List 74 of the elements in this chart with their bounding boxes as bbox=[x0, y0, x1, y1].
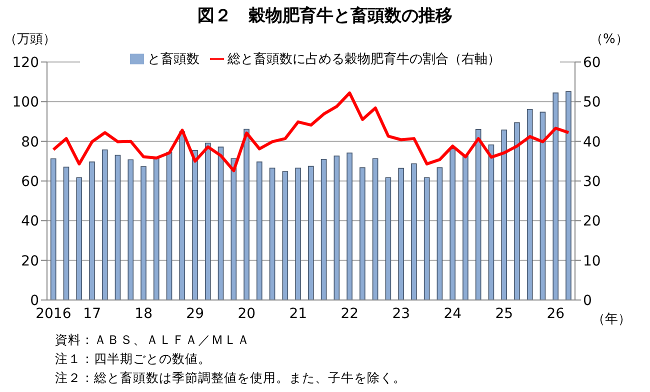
y2-tick-label: 50 bbox=[583, 94, 601, 111]
bar bbox=[552, 92, 559, 300]
legend-label: 総と畜頭数に占める穀物肥育牛の割合（右軸） bbox=[228, 52, 500, 67]
bar bbox=[218, 146, 224, 300]
bar bbox=[89, 162, 95, 300]
x-tick-label: 21 bbox=[289, 306, 308, 322]
bar bbox=[411, 163, 417, 300]
y2-tick-label: 60 bbox=[583, 54, 601, 71]
bar bbox=[63, 166, 70, 300]
bar bbox=[424, 177, 430, 300]
y-tick-label: 60 bbox=[21, 174, 39, 190]
bar bbox=[244, 128, 250, 300]
bar bbox=[540, 112, 546, 300]
bar bbox=[372, 158, 378, 300]
bar bbox=[566, 91, 572, 300]
bar bbox=[334, 156, 340, 300]
x-tick-label: 18 bbox=[134, 306, 152, 322]
bar bbox=[76, 177, 82, 300]
x-tick-label: 29 bbox=[186, 306, 204, 322]
bar bbox=[360, 167, 366, 300]
x-tick-label: 23 bbox=[392, 306, 410, 322]
x-axis-title: （年） bbox=[592, 311, 631, 328]
x-tick-label: 24 bbox=[444, 306, 462, 322]
bar bbox=[488, 144, 494, 300]
bar bbox=[346, 152, 352, 300]
y2-tick-label: 10 bbox=[583, 253, 601, 270]
y-tick-label: 40 bbox=[21, 214, 39, 230]
bar bbox=[128, 159, 134, 300]
y2-tick-label: 40 bbox=[583, 134, 601, 150]
x-tick-label: 17 bbox=[83, 306, 101, 322]
bar bbox=[50, 158, 56, 300]
bar bbox=[192, 150, 198, 300]
x-tick-label: 20 bbox=[238, 306, 256, 322]
bar bbox=[320, 158, 327, 300]
bar bbox=[282, 171, 288, 300]
bar bbox=[102, 149, 108, 300]
bar bbox=[166, 152, 172, 300]
y-tick-label: 100 bbox=[12, 94, 39, 111]
bar bbox=[501, 130, 507, 300]
y2-tick-label: 20 bbox=[583, 214, 601, 230]
x-tick-label: 22 bbox=[340, 306, 359, 322]
text: 資料：ＡＢＳ、ＡＬＦＡ／ＭＬＡ bbox=[55, 332, 250, 349]
y-tick-label: 20 bbox=[21, 253, 39, 270]
y2-tick-label: 30 bbox=[583, 174, 601, 190]
bar bbox=[385, 177, 392, 300]
y-tick-label: 80 bbox=[21, 134, 39, 150]
bar bbox=[140, 166, 146, 300]
bar bbox=[436, 167, 443, 300]
y2-tick-label: 0 bbox=[583, 292, 592, 309]
bar bbox=[205, 142, 211, 300]
y-tick-label: 120 bbox=[12, 54, 39, 71]
text: 注１：四半期ごとの数値。 bbox=[55, 351, 211, 368]
line-series bbox=[52, 91, 570, 172]
bar bbox=[450, 148, 456, 300]
bar bbox=[230, 158, 237, 300]
bar bbox=[179, 131, 186, 300]
y-axis-title: （万頭） bbox=[4, 31, 56, 48]
chart-title: 図２ 穀物肥育牛と畜頭数の推移 bbox=[196, 5, 454, 27]
y2-axis-title: （%） bbox=[590, 31, 628, 48]
bar bbox=[526, 109, 533, 300]
bar bbox=[475, 129, 482, 300]
bar bbox=[462, 154, 468, 300]
bar bbox=[269, 168, 276, 300]
x-tick-label: 26 bbox=[546, 306, 565, 322]
bar bbox=[295, 168, 301, 300]
bar bbox=[398, 168, 404, 300]
text: 注２：総と畜頭数は季節調整値を使用。また、子牛を除く。 bbox=[55, 370, 406, 387]
bar bbox=[153, 157, 160, 300]
x-tick-label: 25 bbox=[495, 306, 514, 322]
bar bbox=[256, 162, 262, 300]
legend-label: と畜頭数 bbox=[148, 52, 200, 67]
bar bbox=[114, 154, 121, 300]
bar bbox=[308, 166, 314, 300]
bar bbox=[514, 122, 520, 300]
